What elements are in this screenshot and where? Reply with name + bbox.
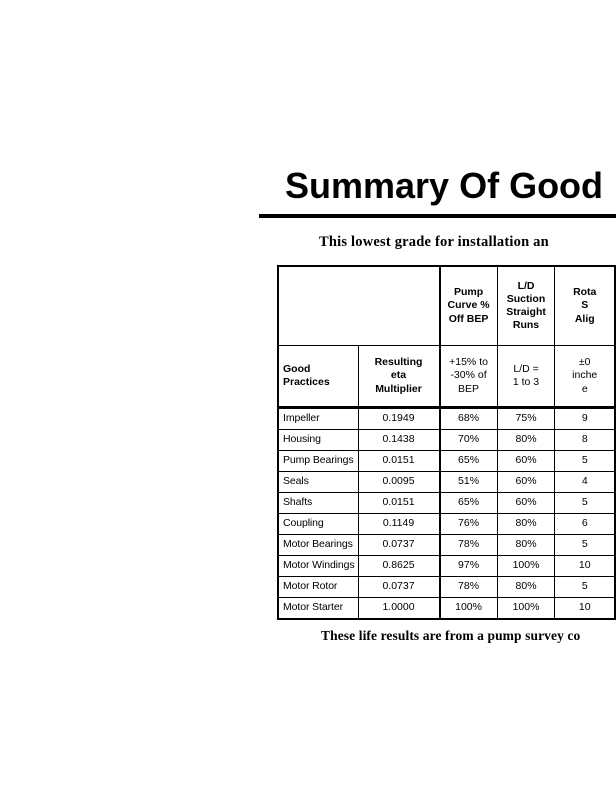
row-label-cell: Motor Bearings — [277, 534, 359, 556]
table-header-row-groups: Pump Curve % Off BEP L/D Suction Straigh… — [277, 265, 616, 346]
ld-cell: 60% — [496, 450, 556, 472]
table-row: Motor Bearings 0.0737 78% 80% 5 — [277, 534, 616, 556]
row-label-cell: Impeller — [277, 407, 359, 430]
row-label-cell: Housing — [277, 429, 359, 451]
good-practices-table: Pump Curve % Off BEP L/D Suction Straigh… — [277, 265, 616, 620]
eta-cell: 1.0000 — [357, 597, 441, 620]
ld-cell: 80% — [496, 534, 556, 556]
eta-cell: 0.0095 — [357, 471, 441, 493]
curve-cell: 100% — [439, 597, 498, 620]
curve-cell: 78% — [439, 576, 498, 598]
table-row: Impeller 0.1949 68% 75% 9 — [277, 407, 616, 430]
ld-cell: 80% — [496, 429, 556, 451]
table-row: Shafts 0.0151 65% 60% 5 — [277, 492, 616, 514]
alignment-cell: 9 — [554, 407, 616, 430]
subtitle-text: This lowest grade for installation an — [319, 234, 549, 250]
ld-cell: 80% — [496, 576, 556, 598]
row-label-cell: Coupling — [277, 513, 359, 535]
corner-label: Good Practices — [277, 345, 359, 409]
eta-cell: 0.0737 — [357, 534, 441, 556]
curve-cell: 65% — [439, 450, 498, 472]
eta-cell: 0.0151 — [357, 450, 441, 472]
curve-cell: 51% — [439, 471, 498, 493]
eta-cell: 0.1438 — [357, 429, 441, 451]
curve-cell: 97% — [439, 555, 498, 577]
ld-cell: 100% — [496, 597, 556, 620]
table-row: Motor Rotor 0.0737 78% 80% 5 — [277, 576, 616, 598]
table-row: Pump Bearings 0.0151 65% 60% 5 — [277, 450, 616, 472]
row-label-cell: Seals — [277, 471, 359, 493]
curve-cell: 68% — [439, 407, 498, 430]
curve-cell: 78% — [439, 534, 498, 556]
title-underline — [259, 214, 616, 218]
table-row: Seals 0.0095 51% 60% 4 — [277, 471, 616, 493]
col-subheader-pump-curve: +15% to -30% of BEP — [439, 345, 498, 409]
table-row: Coupling 0.1149 76% 80% 6 — [277, 513, 616, 535]
table-row: Housing 0.1438 70% 80% 8 — [277, 429, 616, 451]
alignment-cell: 5 — [554, 534, 616, 556]
col-header-ld-suction: L/D Suction Straight Runs — [496, 265, 556, 346]
eta-cell: 0.1949 — [357, 407, 441, 430]
ld-cell: 60% — [496, 471, 556, 493]
row-label-cell: Motor Windings — [277, 555, 359, 577]
eta-cell: 0.0737 — [357, 576, 441, 598]
ld-cell: 75% — [496, 407, 556, 430]
row-label-cell: Motor Rotor — [277, 576, 359, 598]
alignment-cell: 5 — [554, 576, 616, 598]
alignment-cell: 6 — [554, 513, 616, 535]
col-header-alignment: Rota S Alig — [554, 265, 616, 346]
curve-cell: 76% — [439, 513, 498, 535]
alignment-cell: 5 — [554, 450, 616, 472]
page-title: Summary Of Good — [285, 165, 604, 206]
alignment-cell: 8 — [554, 429, 616, 451]
table-header-row-criteria: Good Practices Resulting eta Multiplier … — [277, 345, 616, 409]
row-label-cell: Motor Starter — [277, 597, 359, 620]
footnote-text: These life results are from a pump surve… — [321, 628, 581, 643]
row-label-cell: Pump Bearings — [277, 450, 359, 472]
curve-cell: 70% — [439, 429, 498, 451]
header-blank-cell — [277, 265, 441, 346]
curve-cell: 65% — [439, 492, 498, 514]
eta-cell: 0.1149 — [357, 513, 441, 535]
alignment-cell: 10 — [554, 555, 616, 577]
col-subheader-alignment: ±0 inche e — [554, 345, 616, 409]
alignment-cell: 4 — [554, 471, 616, 493]
ld-cell: 60% — [496, 492, 556, 514]
alignment-cell: 5 — [554, 492, 616, 514]
ld-cell: 100% — [496, 555, 556, 577]
table-row: Motor Windings 0.8625 97% 100% 10 — [277, 555, 616, 577]
eta-cell: 0.0151 — [357, 492, 441, 514]
table-row: Motor Starter 1.0000 100% 100% 10 — [277, 597, 616, 620]
col-header-pump-curve: Pump Curve % Off BEP — [439, 265, 498, 346]
eta-cell: 0.8625 — [357, 555, 441, 577]
col-subheader-ld: L/D = 1 to 3 — [496, 345, 556, 409]
col-subheader-eta: Resulting eta Multiplier — [357, 345, 441, 409]
ld-cell: 80% — [496, 513, 556, 535]
alignment-cell: 10 — [554, 597, 616, 620]
row-label-cell: Shafts — [277, 492, 359, 514]
